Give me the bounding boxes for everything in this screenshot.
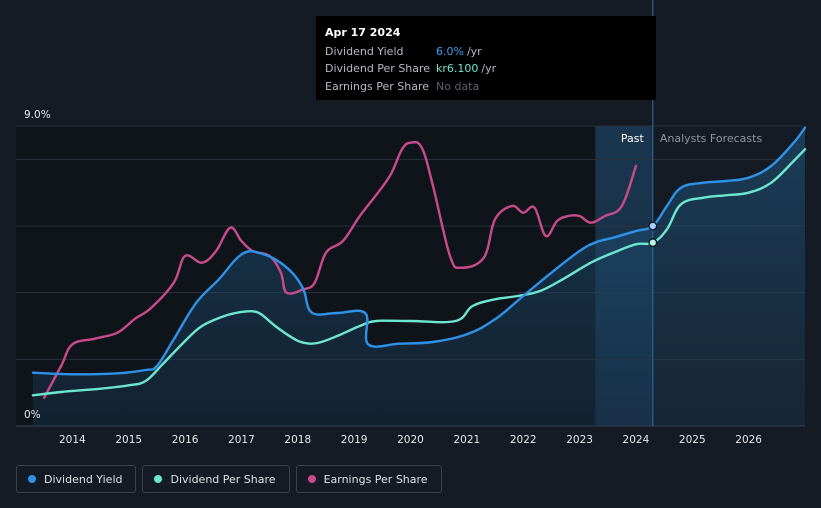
x-tick-label: 2017 (228, 434, 255, 446)
legend: Dividend Yield Dividend Per Share Earnin… (16, 465, 442, 493)
legend-label: Dividend Yield (44, 472, 123, 486)
dividend-yield-marker (648, 221, 658, 231)
dividend-per-share-line (31, 148, 807, 397)
x-tick-label: 2023 (566, 434, 593, 446)
x-tick-label: 2025 (679, 434, 706, 446)
earnings-per-share-dot-icon (307, 475, 316, 483)
legend-item-dividend-yield[interactable]: Dividend Yield (16, 465, 137, 493)
y-tick-label: 0% (24, 409, 41, 421)
tooltip-row-dividend-yield: Dividend Yield 6.0% /yr (325, 43, 647, 61)
x-tick-label: 2026 (735, 434, 762, 446)
tooltip-unit: /yr (466, 44, 482, 58)
x-tick-label: 2022 (510, 434, 537, 446)
x-tick-label: 2018 (284, 434, 311, 446)
y-tick-label: 9.0% (24, 109, 51, 121)
x-tick-label: 2024 (623, 434, 650, 446)
dividend-per-share-dot-icon (154, 475, 163, 483)
legend-label: Dividend Per Share (170, 472, 276, 486)
dividend-yield-line (31, 126, 807, 376)
chart: 2014 2015 2016 2017 2018 2019 2020 2021 2022 2023… (16, 0, 807, 446)
x-tick-label: 2019 (341, 434, 368, 446)
past-label: Past (621, 132, 645, 145)
legend-item-dividend-per-share[interactable]: Dividend Per Share (142, 465, 290, 493)
tooltip-label: Dividend Yield (325, 44, 404, 58)
tooltip: Apr 17 2024 Dividend Yield 6.0% /yr Divi… (316, 16, 656, 100)
tooltip-date: Apr 17 2024 (325, 26, 401, 39)
earnings-per-share-line (43, 140, 638, 399)
dividend-yield-area (32, 127, 805, 426)
x-tick-label: 2014 (59, 434, 86, 446)
forecast-label: Analysts Forecasts (660, 132, 763, 145)
x-tick-label: 2015 (115, 434, 142, 446)
tooltip-row-earnings-per-share: Earnings Per Share No data (325, 78, 647, 96)
tooltip-label: Earnings Per Share (325, 79, 430, 93)
legend-label: Earnings Per Share (323, 472, 428, 486)
tooltip-label: Dividend Per Share (325, 62, 431, 75)
tooltip-value: kr6.100 (436, 62, 479, 75)
tooltip-value: No data (436, 79, 480, 93)
dividend-yield-dot-icon (28, 475, 36, 483)
tooltip-row-dividend-per-share: Dividend Per Share kr6.100 /yr (325, 60, 647, 78)
x-tick-label: 2016 (172, 434, 199, 446)
tooltip-unit: /yr (481, 62, 497, 75)
x-tick-label: 2021 (453, 434, 480, 446)
legend-item-earnings-per-share[interactable]: Earnings Per Share (295, 465, 442, 493)
tooltip-value: 6.0% (436, 44, 464, 58)
dividend-per-share-marker (648, 238, 658, 248)
x-tick-label: 2020 (397, 434, 424, 446)
